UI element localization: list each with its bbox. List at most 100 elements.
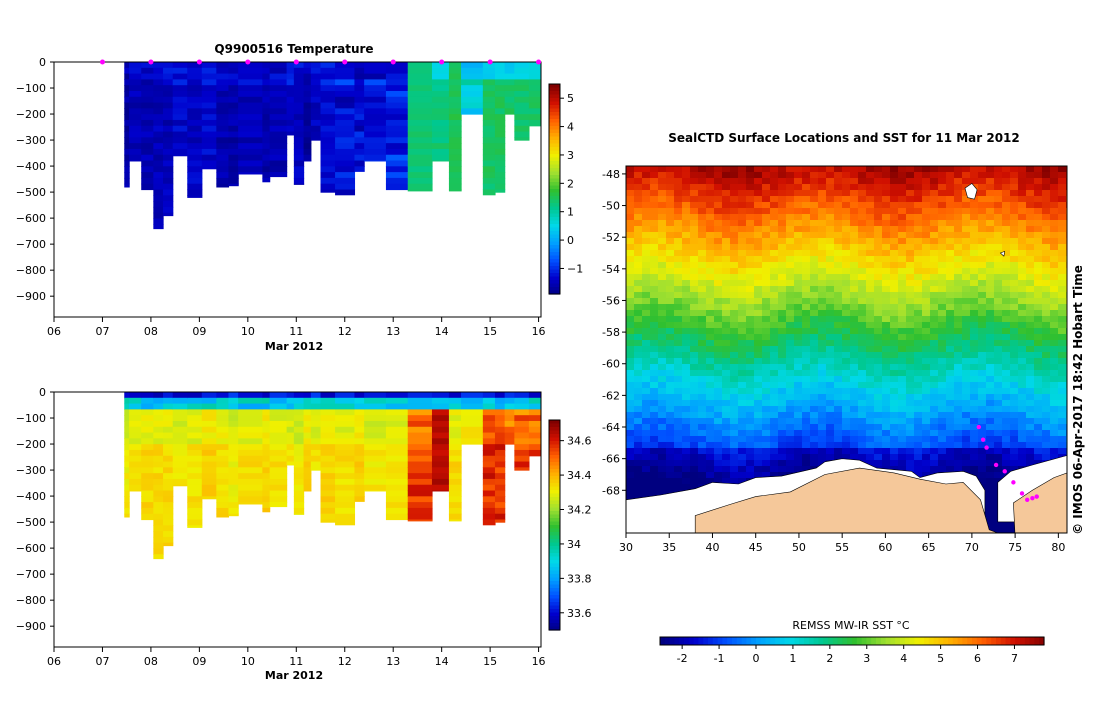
sst-cell (962, 340, 971, 347)
sst-cell (634, 286, 643, 293)
sst-cell (770, 466, 779, 473)
temperature-heatmap (124, 62, 541, 229)
section-cell (364, 114, 386, 120)
sst-cell (882, 430, 891, 437)
section-cell (311, 126, 321, 132)
section-cell (386, 438, 408, 444)
section-cell (187, 520, 202, 526)
sst-cell (666, 184, 675, 191)
section-cell (386, 149, 408, 155)
sst-cell (658, 388, 667, 395)
sst-cell (658, 268, 667, 275)
section-cell (304, 137, 312, 143)
sst-cell (1010, 220, 1019, 227)
sst-cell (1042, 262, 1051, 269)
sst-cell (746, 262, 755, 269)
section-cell (408, 114, 433, 120)
section-cell (432, 473, 450, 479)
sst-cell (986, 292, 995, 299)
section-cell (321, 438, 336, 444)
sst-cell (962, 268, 971, 275)
section-cell (202, 479, 217, 485)
sst-cell (674, 406, 683, 413)
sst-cell (1018, 370, 1027, 377)
sst-cell (674, 346, 683, 353)
sst-cell (698, 190, 707, 197)
sst-cell (682, 268, 691, 275)
sst-cell (858, 340, 867, 347)
sst-cell (1002, 358, 1011, 365)
temperature-y-tick-label: −800 (16, 264, 46, 277)
sst-cell (658, 424, 667, 431)
sst-cell (906, 340, 915, 347)
sst-cell (1002, 226, 1011, 233)
sst-cell (954, 190, 963, 197)
sst-cell (658, 244, 667, 251)
sst-cell (738, 394, 747, 401)
section-cell (514, 433, 529, 439)
sst-cell (706, 370, 715, 377)
sst-cell (722, 286, 731, 293)
sst-cell (930, 196, 939, 203)
section-cell (321, 496, 336, 502)
sst-cell (634, 340, 643, 347)
sst-cell (1026, 418, 1035, 425)
sst-cell (690, 472, 699, 479)
section-cell (173, 421, 188, 427)
sst-cell (914, 250, 923, 257)
sst-cell (770, 208, 779, 215)
section-cell (262, 62, 270, 68)
sst-cell (810, 316, 819, 323)
section-cell (129, 491, 142, 492)
sst-cell (826, 418, 835, 425)
sst-cell (922, 364, 931, 371)
sst-cell (1058, 166, 1067, 173)
sst-cell (834, 166, 843, 173)
sst-cell (714, 262, 723, 269)
sst-cell (802, 238, 811, 245)
sst-cell (810, 166, 819, 173)
section-cell (483, 514, 496, 520)
sst-cell (866, 268, 875, 275)
sst-cell (834, 382, 843, 389)
sst-cell (642, 232, 651, 239)
sst-cell (778, 298, 787, 305)
section-cell (449, 467, 462, 473)
sst-cell (954, 256, 963, 263)
section-cell (287, 427, 295, 433)
sst-cell (738, 436, 747, 443)
sst-cell (810, 286, 819, 293)
sst-cell (906, 406, 915, 413)
sst-cell (906, 256, 915, 263)
section-cell (153, 143, 163, 149)
sst-cell (786, 190, 795, 197)
sst-cell (778, 454, 787, 461)
sst-cell (954, 274, 963, 281)
section-cell (461, 404, 483, 410)
section-cell (386, 427, 408, 433)
sst-cell (738, 448, 747, 455)
sst-cell (746, 406, 755, 413)
sst-cell (658, 316, 667, 323)
sst-cell (1058, 202, 1067, 209)
sst-cell (730, 214, 739, 221)
section-cell (163, 444, 173, 450)
sst-cell (818, 310, 827, 317)
sst-cell (1042, 424, 1051, 431)
salinity-colorbar-swatch (549, 522, 560, 526)
sst-cell (1058, 340, 1067, 347)
sst-cell (946, 286, 955, 293)
salinity-colorbar-swatch (549, 581, 560, 585)
sst-cell (650, 328, 659, 335)
sst-cell (906, 286, 915, 293)
sst-cell (906, 196, 915, 203)
sst-cell (794, 166, 803, 173)
sst-cell (994, 202, 1003, 209)
sst-cell (874, 214, 883, 221)
sst-cell (890, 388, 899, 395)
sst-cell (842, 334, 851, 341)
sst-cell (786, 424, 795, 431)
section-cell (483, 97, 496, 103)
section-cell (163, 213, 173, 216)
sst-cell (778, 214, 787, 221)
